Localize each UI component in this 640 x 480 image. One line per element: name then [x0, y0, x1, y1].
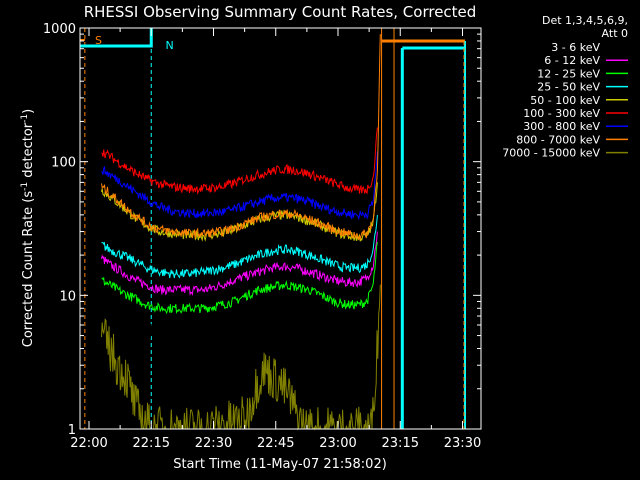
series-line-8	[101, 284, 381, 431]
y-tick-label-1: 10	[59, 289, 76, 304]
x-tick-label-2: 22:15	[133, 436, 170, 451]
chart-title: RHESSI Observing Summary Count Rates, Co…	[84, 3, 477, 21]
x-tick-label-6: 22:45	[257, 436, 294, 451]
series-line-2	[101, 242, 378, 315]
series-line-5	[101, 127, 378, 195]
legend-label-3: 25 - 50 keV	[537, 81, 600, 94]
x-tick-label-10: 23:15	[382, 436, 419, 451]
y-tick-label-3: 1000	[43, 22, 76, 37]
legend-header-attenuator: Att 0	[602, 27, 628, 40]
x-tick-label-8: 23:00	[319, 436, 356, 451]
series-line-7	[101, 34, 381, 241]
marker-label-0: S	[95, 34, 102, 47]
marker-label-1: N	[166, 39, 174, 52]
legend-label-6: 300 - 800 keV	[523, 120, 600, 133]
legend-label-2: 12 - 25 keV	[537, 67, 600, 80]
y-axis-label-end: )	[21, 109, 36, 114]
x-tick-label-0: 22:00	[70, 436, 107, 451]
y-axis-label-sup1: -1	[20, 182, 30, 191]
series-line-6	[101, 151, 378, 221]
legend-label-5: 100 - 300 keV	[523, 107, 600, 120]
legend-label-4: 50 - 100 keV	[530, 94, 600, 107]
legend-label-1: 6 - 12 keV	[544, 54, 600, 67]
x-axis: 22:00 22:15 22:30 22:45 23:00 23:15 23:30	[70, 28, 481, 451]
legend-label-0: 3 - 6 keV	[551, 41, 600, 54]
x-axis-label: Start Time (11-May-07 21:58:02)	[173, 457, 387, 472]
series-layer	[101, 34, 381, 431]
y-tick-label-0: 1	[68, 423, 76, 438]
legend-header-detectors: Det 1,3,4,5,6,9,	[542, 14, 628, 27]
series-line-0	[101, 254, 378, 354]
x-tick-label-12: 23:30	[444, 436, 481, 451]
y-axis: 1 10 100 1000	[43, 22, 481, 438]
y-tick-label-2: 100	[51, 156, 76, 171]
y-axis-label-main: Corrected Count Rate (s	[21, 191, 36, 348]
x-tick-label-4: 22:30	[195, 436, 232, 451]
y-axis-label-mid: detector	[21, 122, 36, 182]
legend-label-8: 7000 - 15000 keV	[502, 147, 600, 160]
series-line-3	[101, 214, 378, 279]
legend-label-7: 800 - 7000 keV	[516, 133, 600, 146]
y-axis-label: Corrected Count Rate (s-1 detector-1)	[20, 109, 36, 347]
y-axis-label-sup2: -1	[20, 114, 30, 123]
series-line-1	[101, 231, 378, 297]
plot-frame	[79, 27, 482, 430]
